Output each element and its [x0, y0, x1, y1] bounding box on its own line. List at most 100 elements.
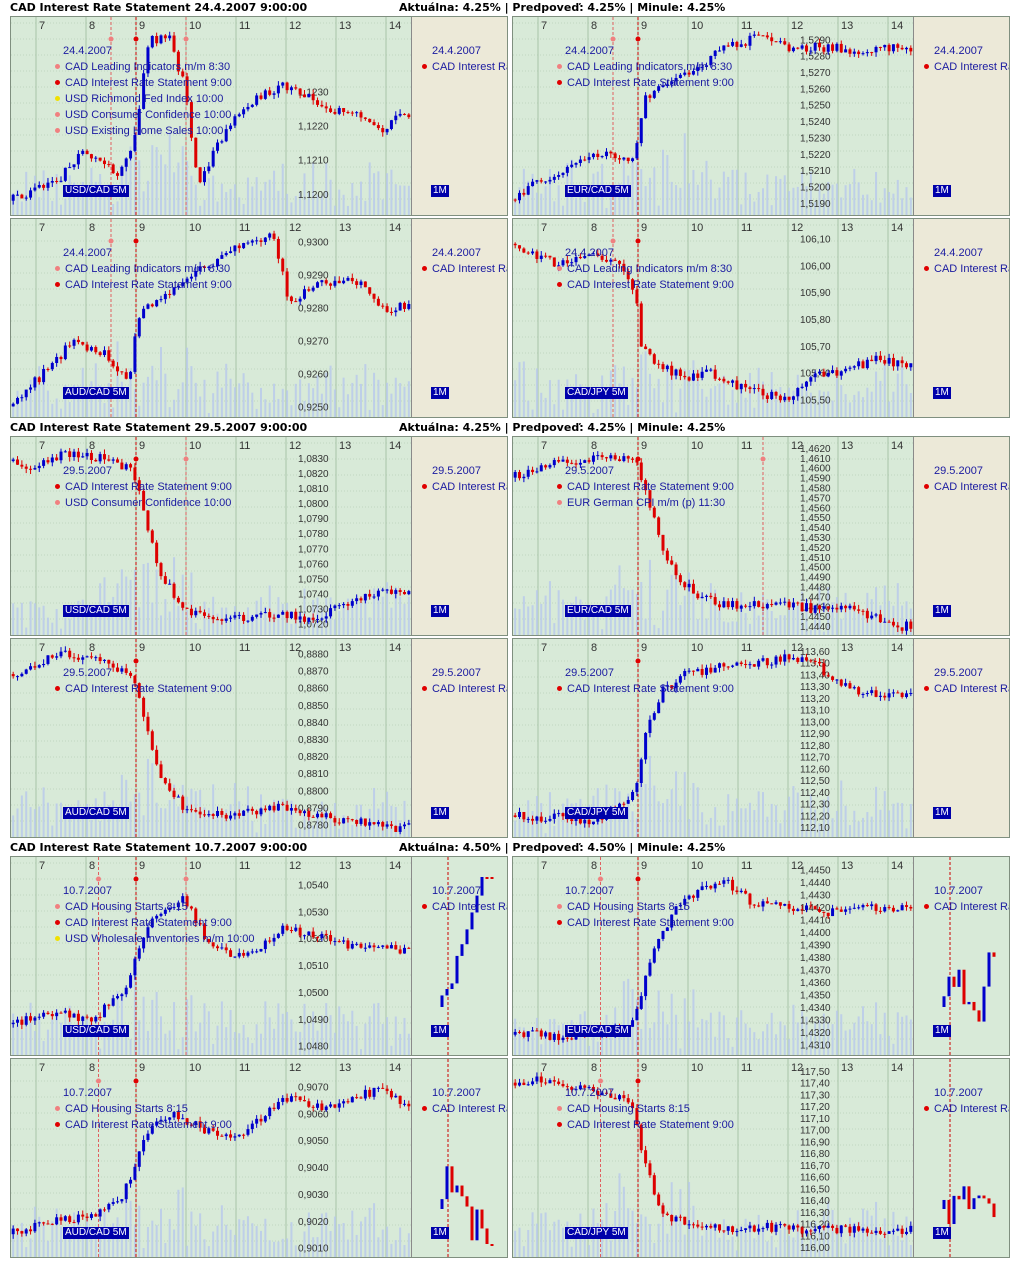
volume-bar [666, 364, 669, 417]
candle [242, 810, 246, 816]
candle [583, 1084, 587, 1091]
volume-bar [16, 189, 19, 215]
price-label: 0,9040 [298, 1163, 329, 1174]
volume-bar [618, 565, 621, 635]
volume-bar [216, 371, 219, 417]
hour-tick-label: 12 [791, 1062, 803, 1074]
candle [631, 456, 635, 463]
hour-tick-label: 13 [339, 20, 351, 32]
volume-bar [303, 588, 306, 635]
pair-badge[interactable]: USD/CAD 5M [63, 605, 129, 617]
volume-bar [870, 1215, 873, 1257]
candle [752, 1224, 756, 1233]
pair-badge[interactable]: CAD/JPY 5M [565, 387, 628, 399]
minute-badge[interactable]: 1M [933, 1025, 951, 1037]
event-text: CAD Interest Rate Statement 9:00 [65, 481, 232, 493]
candle [700, 1222, 704, 1231]
volume-bar [386, 382, 389, 417]
pair-badge[interactable]: EUR/CAD 5M [565, 1025, 631, 1037]
minute-badge[interactable]: 1M [431, 605, 449, 617]
candle [29, 384, 33, 393]
volume-bar [194, 1031, 197, 1055]
volume-bar [744, 397, 747, 417]
price-label: 116,20 [800, 1220, 830, 1231]
volume-bar [333, 619, 336, 635]
volume-bar [281, 1013, 284, 1055]
volume-bar [657, 205, 660, 215]
volume-bar [783, 1025, 786, 1055]
volume-bar [844, 592, 847, 635]
minute-badge[interactable]: 1M [431, 807, 449, 819]
candle [76, 1211, 80, 1225]
candle [294, 1092, 298, 1102]
minute-badge[interactable]: 1M [933, 1227, 951, 1239]
volume-bar [281, 388, 284, 417]
candle [539, 1028, 543, 1040]
candle [752, 384, 756, 394]
chart-date: 29.5.2007 [63, 465, 112, 477]
volume-bar [553, 623, 556, 635]
volume-bar [90, 820, 93, 837]
pair-badge[interactable]: USD/CAD 5M [63, 185, 129, 197]
hour-tick-label: 8 [591, 222, 597, 234]
candle [81, 341, 85, 346]
candle [539, 812, 543, 824]
volume-bar [714, 198, 717, 215]
price-label: 1,5220 [800, 150, 831, 161]
volume-bar [857, 1221, 860, 1257]
volume-bar [827, 1201, 830, 1257]
minute-badge[interactable]: 1M [933, 387, 951, 399]
minute-chart-event-text: CAD Interest Rate Statement 9:00 [934, 61, 1009, 73]
hour-tick-label: 7 [541, 1062, 547, 1074]
price-label: 106,00 [800, 261, 831, 272]
candle [544, 817, 548, 824]
candle [822, 911, 826, 918]
candle [59, 355, 63, 364]
minute-badge[interactable]: 1M [933, 605, 951, 617]
candle [29, 1012, 33, 1023]
minute-badge[interactable]: 1M [431, 1227, 449, 1239]
event-dot-icon [557, 79, 562, 85]
candle [744, 1228, 748, 1233]
hour-tick-label: 12 [289, 440, 301, 452]
hour-tick-label: 14 [891, 20, 903, 32]
volume-bar [316, 1030, 319, 1055]
price-label: 1,0740 [298, 589, 329, 600]
volume-bar [840, 1231, 843, 1257]
volume-bar [779, 615, 782, 635]
pair-badge[interactable]: CAD/JPY 5M [565, 807, 628, 819]
volume-bar [866, 387, 869, 417]
pair-badge[interactable]: AUD/CAD 5M [63, 1227, 129, 1239]
candle [72, 1219, 76, 1224]
volume-bar [273, 612, 276, 635]
pair-badge[interactable]: AUD/CAD 5M [63, 387, 129, 399]
minute-badge[interactable]: 1M [431, 185, 449, 197]
candle [155, 914, 159, 923]
minute-badge[interactable]: 1M [431, 1025, 449, 1037]
pair-badge[interactable]: EUR/CAD 5M [565, 185, 631, 197]
volume-bar [360, 602, 362, 635]
minute-badge[interactable]: 1M [933, 807, 951, 819]
event-legend-item: CAD Interest Rate Statement 9:00 [557, 681, 734, 697]
volume-bar [818, 183, 821, 215]
volume-bar [718, 383, 721, 417]
candle [124, 462, 128, 471]
volume-bar [879, 380, 882, 417]
minute-badge[interactable]: 1M [933, 185, 951, 197]
hour-tick-label: 12 [289, 860, 301, 872]
candle [250, 806, 254, 815]
pair-badge[interactable]: AUD/CAD 5M [63, 807, 129, 819]
candle [289, 926, 293, 934]
pair-badge[interactable]: CAD/JPY 5M [565, 1227, 628, 1239]
volume-bar [246, 1216, 249, 1257]
volume-bar [653, 1242, 656, 1257]
candle [783, 1223, 787, 1228]
pair-badge[interactable]: EUR/CAD 5M [565, 605, 631, 617]
pair-badge[interactable]: USD/CAD 5M [63, 1025, 129, 1037]
volume-bar [688, 1021, 691, 1055]
minute-badge[interactable]: 1M [431, 387, 449, 399]
candle [609, 150, 613, 158]
volume-bar [407, 185, 410, 215]
